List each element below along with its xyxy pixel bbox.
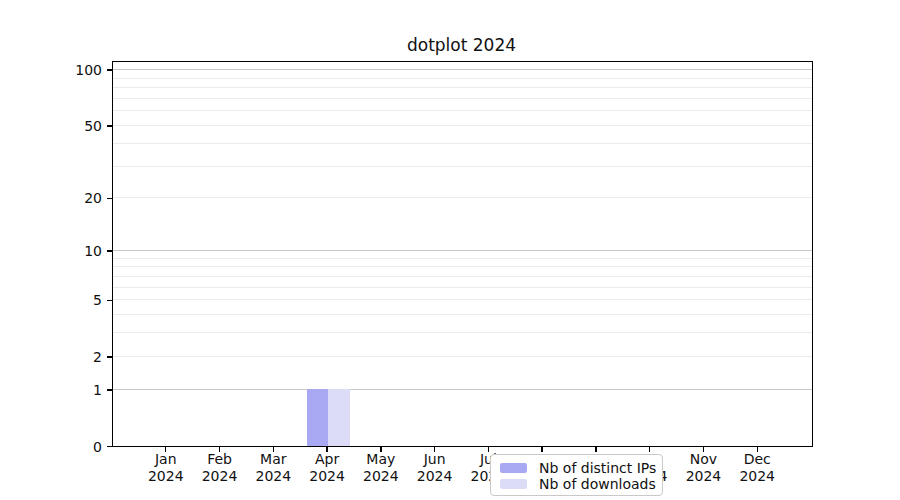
y-tick-label-50: 50 <box>0 119 102 133</box>
y-tick-1 <box>107 389 112 390</box>
gridline-y-9 <box>113 258 812 259</box>
legend-item-downloads: Nb of downloads <box>500 476 653 492</box>
y-tick-50 <box>107 125 112 126</box>
gridline-y-30 <box>113 166 812 167</box>
legend: Nb of distinct IPs Nb of downloads <box>490 454 663 496</box>
legend-swatch-downloads-icon <box>500 479 527 489</box>
gridline-y-70 <box>113 98 812 99</box>
x-tick-month: Dec <box>715 451 799 468</box>
y-tick-100 <box>107 69 112 70</box>
bar-downloads-apr <box>328 389 350 446</box>
y-tick-20 <box>107 198 112 199</box>
chart: dotplot 2024 Nb of distinct IPs Nb of do… <box>0 0 900 500</box>
y-tick-label-20: 20 <box>0 191 102 205</box>
gridline-y-3 <box>113 332 812 333</box>
x-tick-year: 2024 <box>715 468 799 485</box>
y-tick-label-5: 5 <box>0 293 102 307</box>
gridline-y-60 <box>113 110 812 111</box>
gridline-y-4 <box>113 314 812 315</box>
gridline-y-6 <box>113 287 812 288</box>
gridline-y-90 <box>113 78 812 79</box>
y-tick-10 <box>107 250 112 251</box>
x-tick-label-dec: Dec2024 <box>715 451 799 485</box>
y-tick-label-2: 2 <box>0 350 102 364</box>
gridline-y-20 <box>113 197 812 198</box>
gridline-y-7 <box>113 276 812 277</box>
legend-swatch-distinct-ips-icon <box>500 463 527 473</box>
y-tick-label-0: 0 <box>0 440 102 454</box>
legend-item-distinct-ips: Nb of distinct IPs <box>500 460 653 476</box>
gridline-y-10 <box>113 250 812 251</box>
y-tick-label-10: 10 <box>0 244 102 258</box>
gridline-y-2 <box>113 356 812 357</box>
gridline-y-1 <box>113 389 812 390</box>
chart-title: dotplot 2024 <box>112 35 811 55</box>
y-tick-0 <box>107 446 112 447</box>
bar-distinct-ips-apr <box>307 389 329 446</box>
y-tick-label-1: 1 <box>0 383 102 397</box>
plot-area: Nb of distinct IPs Nb of downloads <box>112 61 813 447</box>
legend-label-downloads: Nb of downloads <box>539 476 656 492</box>
y-tick-5 <box>107 300 112 301</box>
gridline-y-40 <box>113 143 812 144</box>
gridline-y-80 <box>113 87 812 88</box>
gridline-y-50 <box>113 125 812 126</box>
gridline-y-5 <box>113 299 812 300</box>
legend-label-distinct-ips: Nb of distinct IPs <box>539 460 656 476</box>
gridline-y-100 <box>113 69 812 70</box>
gridline-y-8 <box>113 266 812 267</box>
y-tick-label-100: 100 <box>0 63 102 77</box>
y-tick-2 <box>107 356 112 357</box>
